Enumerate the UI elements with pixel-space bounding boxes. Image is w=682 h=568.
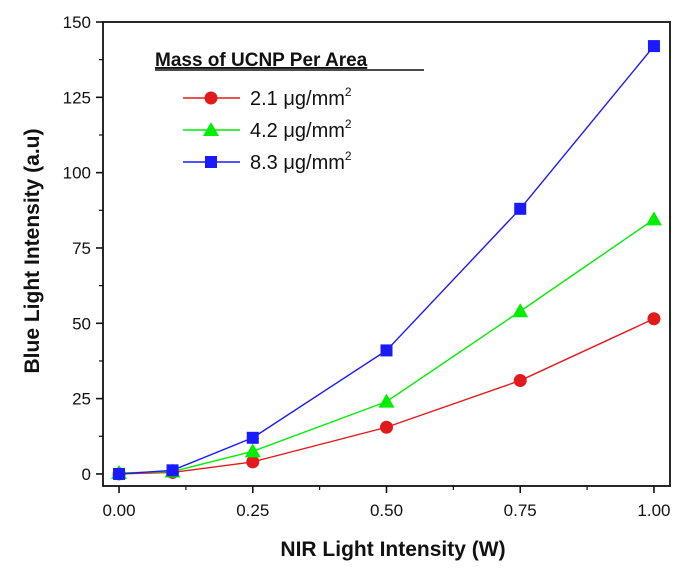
- plot-frame: [102, 21, 671, 487]
- data-point: [380, 344, 393, 357]
- data-point: [244, 443, 261, 458]
- legend-label: 2.1 μg/mm2: [250, 85, 352, 110]
- x-tick-label: 0.25: [236, 501, 269, 520]
- data-point: [380, 420, 393, 434]
- series-line: [119, 318, 655, 475]
- legend: Mass of UCNP Per Area 2.1 μg/mm2 4.2 μg/m…: [155, 50, 424, 174]
- data-point: [246, 431, 259, 444]
- x-tick-label: 1.00: [637, 501, 670, 520]
- x-axis-title: NIR Light Intensity (W): [280, 538, 505, 561]
- legend-label: 8.3 μg/mm2: [250, 149, 352, 174]
- legend-marker: [205, 156, 217, 168]
- data-point: [166, 464, 179, 477]
- series-line: [119, 45, 655, 475]
- y-tick-label: 50: [72, 314, 91, 333]
- y-axis-ticks: 0 25 50 75 100 125 150: [63, 13, 103, 484]
- series-3: [113, 40, 660, 480]
- data-point: [513, 374, 527, 388]
- legend-item: 4.2 μg/mm2: [183, 117, 352, 142]
- legend-label: 4.2 μg/mm2: [250, 117, 352, 142]
- data-point: [246, 455, 260, 469]
- x-tick-label: 0.50: [370, 501, 403, 520]
- legend-title: Mass of UCNP Per Area: [155, 50, 368, 71]
- legend-items: 2.1 μg/mm2 4.2 μg/mm2 8.3 μg/mm2: [183, 85, 352, 174]
- y-tick-label: 75: [72, 239, 91, 258]
- plot-frame-group: [102, 21, 671, 487]
- y-tick-label: 0: [82, 465, 91, 484]
- x-tick-label: 0.75: [504, 501, 537, 520]
- x-tick-label: 0.00: [103, 501, 136, 520]
- legend-item: 2.1 μg/mm2: [183, 85, 352, 110]
- series-group: [111, 40, 662, 481]
- x-axis-ticks: 0.00 0.25 0.50 0.75 1.00: [103, 486, 670, 520]
- y-axis-title: Blue Light Intensity (a.u): [21, 129, 44, 374]
- series-line: [119, 218, 655, 474]
- data-point: [113, 467, 126, 480]
- data-point: [514, 202, 527, 215]
- data-point: [378, 393, 395, 408]
- data-point: [647, 312, 661, 326]
- data-point: [645, 211, 662, 226]
- y-tick-label: 100: [63, 164, 91, 183]
- legend-marker: [204, 91, 218, 105]
- y-tick-label: 25: [72, 390, 91, 409]
- y-tick-label: 150: [63, 13, 91, 32]
- y-tick-label: 125: [63, 88, 91, 107]
- legend-marker: [203, 122, 219, 136]
- data-point: [647, 40, 660, 53]
- data-point: [512, 303, 529, 318]
- legend-item: 8.3 μg/mm2: [183, 149, 352, 174]
